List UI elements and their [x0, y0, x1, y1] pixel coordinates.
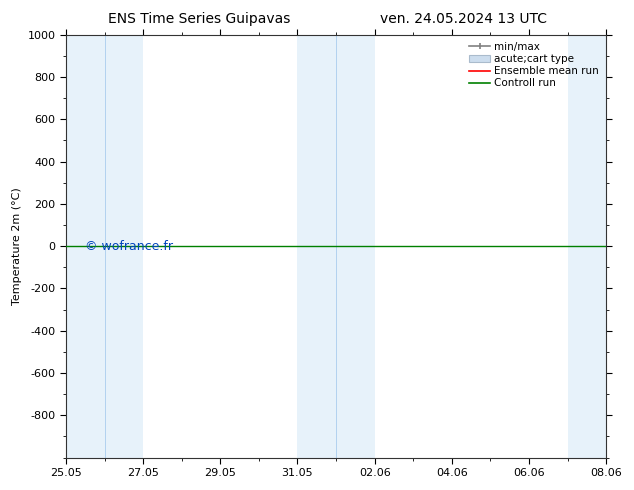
- Text: © wofrance.fr: © wofrance.fr: [85, 240, 173, 253]
- Text: ENS Time Series Guipavas: ENS Time Series Guipavas: [108, 12, 290, 26]
- Bar: [567, 35, 606, 458]
- Y-axis label: Temperature 2m (°C): Temperature 2m (°C): [12, 187, 22, 305]
- Bar: [336, 35, 375, 458]
- Bar: [66, 35, 105, 458]
- Bar: [297, 35, 336, 458]
- Legend: min/max, acute;cart type, Ensemble mean run, Controll run: min/max, acute;cart type, Ensemble mean …: [467, 40, 601, 90]
- Bar: [105, 35, 143, 458]
- Text: ven. 24.05.2024 13 UTC: ven. 24.05.2024 13 UTC: [380, 12, 547, 26]
